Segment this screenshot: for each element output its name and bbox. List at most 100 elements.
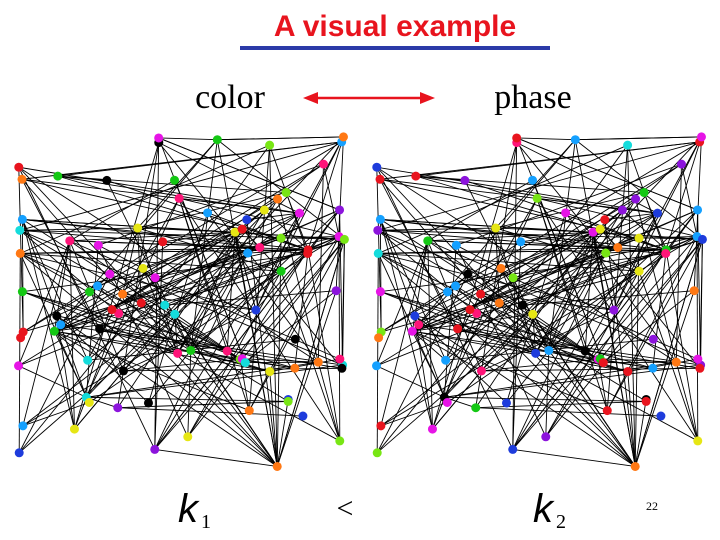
node bbox=[598, 358, 608, 368]
node bbox=[676, 159, 686, 169]
node bbox=[265, 140, 275, 150]
edge bbox=[54, 330, 124, 372]
edge bbox=[480, 198, 538, 295]
edge bbox=[148, 212, 209, 404]
node bbox=[476, 289, 486, 299]
edge bbox=[216, 139, 278, 467]
edge bbox=[294, 253, 309, 369]
node bbox=[251, 305, 261, 315]
node bbox=[52, 311, 62, 321]
node bbox=[518, 300, 528, 310]
node bbox=[656, 411, 666, 421]
node bbox=[375, 287, 385, 297]
node bbox=[648, 363, 658, 373]
node bbox=[465, 305, 475, 315]
edge bbox=[241, 239, 345, 360]
edge bbox=[18, 253, 21, 453]
node bbox=[623, 367, 633, 377]
node bbox=[17, 214, 27, 224]
edge bbox=[376, 302, 500, 454]
node bbox=[531, 348, 541, 358]
page-number: 22 bbox=[646, 499, 658, 513]
node bbox=[14, 162, 24, 172]
edge bbox=[376, 253, 379, 453]
node bbox=[588, 227, 598, 237]
edge bbox=[23, 238, 345, 333]
edge bbox=[217, 136, 344, 141]
edge bbox=[69, 231, 236, 242]
node bbox=[414, 320, 424, 330]
node bbox=[623, 140, 633, 150]
edge bbox=[177, 209, 265, 354]
edge bbox=[377, 141, 700, 231]
edge bbox=[21, 219, 89, 361]
edge bbox=[381, 238, 703, 333]
edge bbox=[495, 139, 576, 229]
node bbox=[53, 171, 63, 181]
node bbox=[173, 348, 183, 358]
edge bbox=[20, 252, 256, 311]
node bbox=[423, 236, 433, 246]
node bbox=[339, 234, 349, 244]
node bbox=[427, 424, 437, 434]
node bbox=[338, 132, 348, 142]
edge bbox=[117, 407, 303, 417]
node bbox=[570, 135, 580, 145]
node bbox=[102, 175, 112, 185]
edge bbox=[512, 212, 658, 450]
edge bbox=[535, 252, 607, 354]
edge bbox=[380, 291, 536, 354]
node bbox=[648, 334, 658, 344]
edge bbox=[22, 218, 260, 248]
edge bbox=[376, 166, 677, 363]
edge bbox=[675, 164, 682, 363]
edge bbox=[377, 229, 477, 314]
edge bbox=[207, 212, 309, 251]
edge bbox=[97, 245, 189, 437]
edge bbox=[512, 448, 636, 467]
arrow-head bbox=[303, 92, 318, 104]
edge bbox=[86, 396, 289, 402]
node bbox=[372, 162, 382, 172]
edge bbox=[634, 238, 640, 467]
edge bbox=[207, 212, 319, 363]
edge bbox=[18, 231, 236, 367]
edge bbox=[634, 290, 695, 467]
node bbox=[273, 194, 283, 204]
formula-symbol: k bbox=[178, 487, 200, 531]
node bbox=[242, 215, 252, 225]
edge bbox=[142, 268, 179, 354]
node bbox=[407, 326, 417, 336]
edge bbox=[18, 166, 319, 363]
edge bbox=[427, 240, 604, 363]
node bbox=[313, 357, 323, 367]
edge bbox=[376, 252, 607, 454]
edge bbox=[19, 253, 278, 467]
edge bbox=[18, 273, 111, 453]
edge bbox=[378, 247, 618, 254]
edge bbox=[565, 212, 677, 363]
edge bbox=[74, 142, 160, 430]
edge bbox=[190, 232, 236, 351]
edge bbox=[600, 358, 677, 363]
node bbox=[697, 234, 707, 244]
edge bbox=[123, 367, 342, 372]
edge bbox=[20, 247, 260, 254]
edge bbox=[379, 219, 447, 361]
edge bbox=[565, 212, 667, 251]
edge bbox=[242, 358, 319, 363]
node bbox=[113, 403, 123, 413]
edge bbox=[20, 144, 270, 254]
node bbox=[15, 248, 25, 258]
edge bbox=[481, 358, 599, 372]
node bbox=[372, 448, 382, 458]
edge bbox=[537, 197, 698, 237]
edge bbox=[500, 268, 537, 354]
edge bbox=[412, 330, 446, 361]
edge bbox=[342, 239, 345, 366]
edge bbox=[154, 252, 249, 450]
edge bbox=[380, 218, 703, 240]
edge bbox=[137, 139, 218, 229]
edge bbox=[443, 198, 538, 398]
node bbox=[696, 132, 706, 142]
